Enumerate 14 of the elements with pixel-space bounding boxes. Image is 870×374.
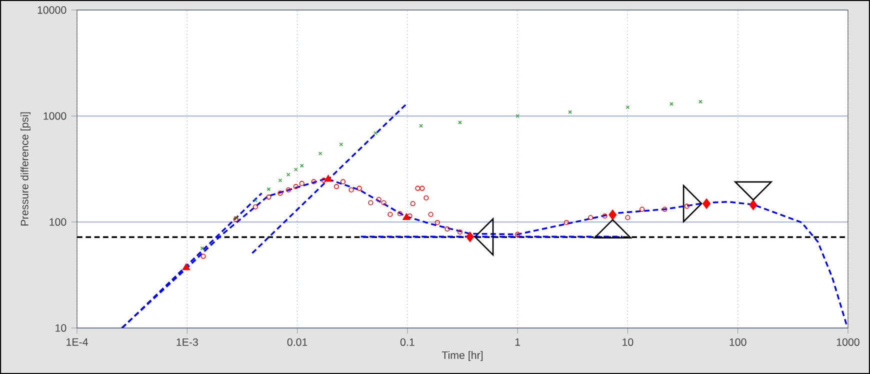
x-tick-label: 0.1 xyxy=(400,338,414,346)
x-tick-label: 1E-4 xyxy=(66,338,88,346)
x-tick-label: 100 xyxy=(730,338,746,346)
x-tick-label: 1 xyxy=(515,338,520,346)
y-axis-title: Pressure difference [psi] xyxy=(20,112,30,226)
x-tick-label: 1000 xyxy=(836,338,860,346)
y-tick-label: 10 xyxy=(56,324,66,332)
x-tick-label: 10 xyxy=(622,338,634,346)
x-tick-label: 0.01 xyxy=(287,338,308,346)
y-tick-label: 1000 xyxy=(44,112,66,120)
y-tick-label: 100 xyxy=(50,218,66,226)
y-tick-label: 10000 xyxy=(38,6,66,14)
x-axis-title: Time [hr] xyxy=(442,351,483,362)
x-tick-label: 1E-3 xyxy=(176,338,198,346)
